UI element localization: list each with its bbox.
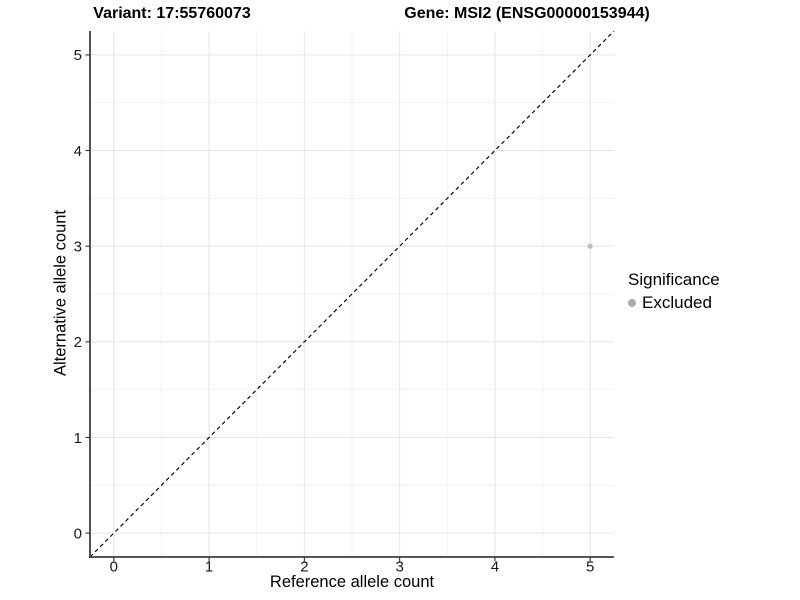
x-axis-title: Reference allele count bbox=[269, 573, 435, 591]
x-tick-label: 1 bbox=[205, 559, 213, 576]
legend-item-label: Excluded bbox=[642, 293, 712, 312]
plot-title-gene: Gene: MSI2 (ENSG00000153944) bbox=[404, 5, 650, 22]
x-tick-label: 3 bbox=[395, 559, 403, 576]
data-point-excluded bbox=[587, 243, 593, 249]
x-tick-label: 2 bbox=[300, 559, 308, 576]
x-tick-label: 0 bbox=[110, 559, 118, 576]
x-tick-label: 4 bbox=[491, 559, 499, 576]
y-tick-label: 5 bbox=[74, 47, 82, 64]
plot-title-variant: Variant: 17:55760073 bbox=[93, 5, 251, 22]
identity-line bbox=[89, 30, 615, 558]
y-tick-label: 2 bbox=[74, 334, 82, 351]
y-axis-title: Alternative allele count bbox=[51, 209, 70, 377]
y-tick-label: 1 bbox=[74, 430, 82, 447]
legend: Significance Excluded bbox=[628, 270, 720, 313]
legend-title: Significance bbox=[628, 270, 720, 289]
y-tick-label: 4 bbox=[74, 143, 82, 160]
legend-item-excluded: Excluded bbox=[628, 293, 720, 313]
y-tick-label: 3 bbox=[74, 238, 82, 255]
x-tick-label: 5 bbox=[586, 559, 594, 576]
y-tick-label: 0 bbox=[74, 525, 82, 542]
legend-dot-icon bbox=[628, 299, 636, 307]
